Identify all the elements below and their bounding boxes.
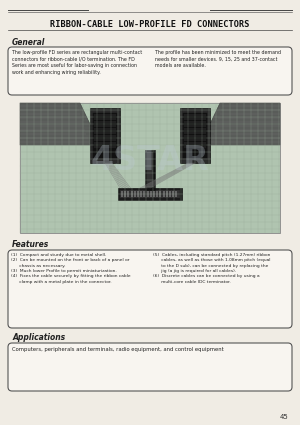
Bar [118,188,182,200]
Bar [128,191,129,197]
Polygon shape [200,103,280,145]
Bar [172,191,174,197]
Text: The profile has been minimized to meet the demand
needs for smaller devices. 9, : The profile has been minimized to meet t… [155,50,281,68]
Bar [124,191,126,197]
Bar [121,191,123,197]
Text: 45: 45 [279,414,288,420]
Bar [156,191,158,197]
Text: RIBBON-CABLE LOW-PROFILE FD CONNECTORS: RIBBON-CABLE LOW-PROFILE FD CONNECTORS [50,20,250,29]
Text: (5)  Cables, including standard pitch (1.27mm) ribbon
      cables, as well as t: (5) Cables, including standard pitch (1.… [153,253,271,284]
Bar [93,113,117,158]
FancyBboxPatch shape [8,47,292,95]
Polygon shape [20,103,100,145]
Bar [159,191,161,197]
Bar [145,150,155,190]
Bar [153,191,155,197]
Text: General: General [12,38,45,47]
Text: (1)  Compact and sturdy due to metal shell.
(2)  Can be mounted on the front or : (1) Compact and sturdy due to metal shel… [11,253,130,284]
Bar [183,113,207,158]
Bar [130,191,133,197]
Text: 4STAR: 4STAR [91,144,209,176]
Bar [180,108,210,163]
Bar [163,191,165,197]
Text: Computers, peripherals and terminals, radio equipment, and control equipment: Computers, peripherals and terminals, ra… [12,347,224,352]
FancyBboxPatch shape [8,250,292,328]
Bar [90,108,120,163]
Bar [169,191,171,197]
Bar [143,191,146,197]
Text: Features: Features [12,240,49,249]
Bar [147,191,148,197]
Bar [176,191,177,197]
Bar [20,103,280,233]
Bar [166,191,168,197]
Bar [147,152,153,187]
Text: The low-profile FD series are rectangular multi-contact
connectors for ribbon-ca: The low-profile FD series are rectangula… [12,50,142,75]
Bar [120,190,180,198]
FancyBboxPatch shape [8,343,292,391]
Text: Applications: Applications [12,333,65,342]
Bar [134,191,136,197]
Bar [150,191,152,197]
Bar [140,191,142,197]
Bar [137,191,139,197]
